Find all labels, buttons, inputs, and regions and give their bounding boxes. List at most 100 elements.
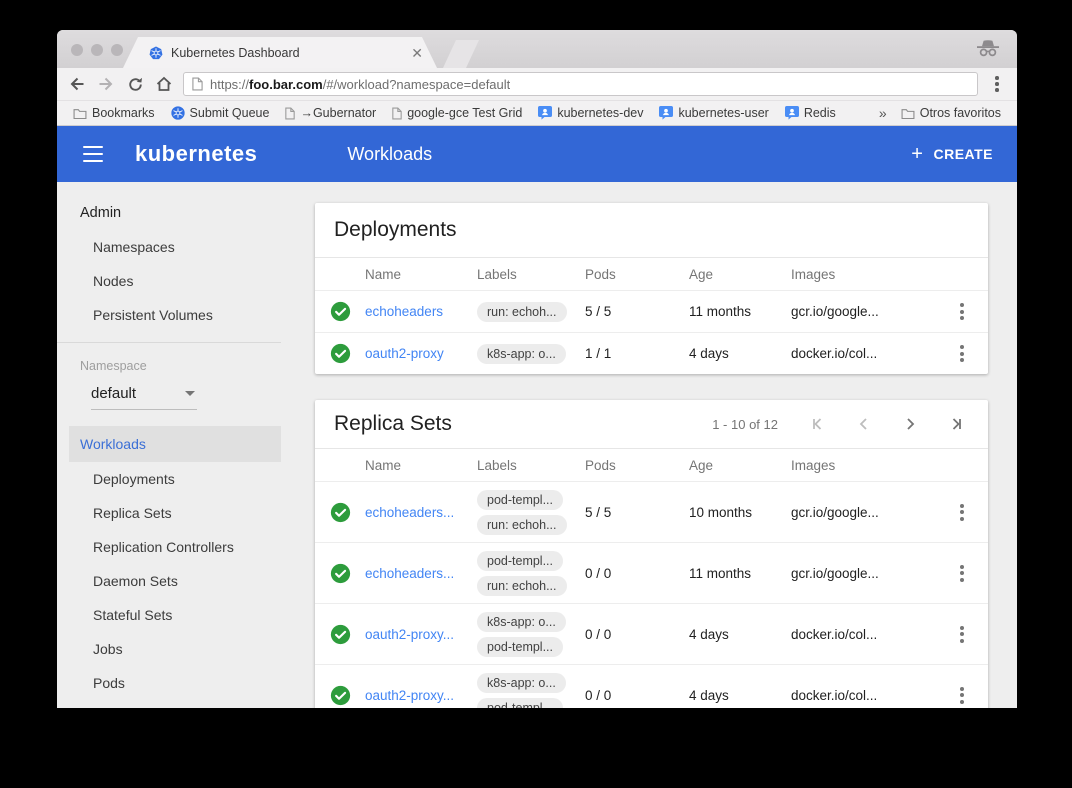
url-bar[interactable]: https://foo.bar.com/#/workload?namespace… — [183, 72, 978, 96]
col-images: Images — [791, 457, 836, 473]
row-menu-button[interactable] — [960, 303, 964, 320]
next-page-icon[interactable] — [890, 410, 930, 438]
groups-icon — [538, 106, 553, 120]
status-ok-icon — [315, 563, 365, 584]
pagination-range: 1 - 10 of 12 — [712, 416, 778, 432]
row-menu-button[interactable] — [960, 503, 964, 521]
namespace-select[interactable]: default — [91, 385, 197, 410]
last-page-icon[interactable] — [936, 410, 976, 438]
app-body: Admin Namespaces Nodes Persistent Volume… — [57, 182, 1017, 708]
hamburger-menu-icon[interactable] — [83, 146, 103, 162]
col-name: Name — [365, 457, 402, 473]
images-cell: docker.io/col... — [791, 687, 878, 703]
bookmark-kubernetes-dev[interactable]: kubernetes-dev — [530, 106, 651, 120]
status-ok-icon — [315, 502, 365, 523]
bookmark-submit-queue[interactable]: Submit Queue — [163, 106, 278, 120]
label-chip: run: echoh... — [477, 301, 567, 322]
sidebar-item-jobs[interactable]: Jobs — [57, 632, 290, 666]
resource-name-link[interactable]: oauth2-proxy... — [365, 626, 455, 642]
pods-cell: 0 / 0 — [585, 687, 612, 703]
browser-menu-button[interactable] — [987, 74, 1007, 94]
sidebar: Admin Namespaces Nodes Persistent Volume… — [57, 182, 290, 708]
browser-tab[interactable]: Kubernetes Dashboard ✕ — [123, 37, 437, 68]
resource-name-link[interactable]: echoheaders... — [365, 504, 455, 520]
row-menu-button[interactable] — [960, 686, 964, 704]
zoom-window-button[interactable] — [111, 44, 123, 56]
pods-cell: 0 / 0 — [585, 565, 612, 581]
reload-button[interactable] — [125, 74, 145, 94]
kubernetes-icon — [149, 46, 163, 60]
sidebar-item-nodes[interactable]: Nodes — [57, 264, 290, 298]
sidebar-item-daemon-sets[interactable]: Daemon Sets — [57, 564, 290, 598]
row-menu-button[interactable] — [960, 345, 964, 362]
kubernetes-dashboard-page: kubernetes Workloads + CREATE Admin Name… — [57, 126, 1017, 708]
bookmark-folder-otros-favoritos[interactable]: Otros favoritos — [893, 106, 1009, 120]
groups-icon — [659, 106, 674, 120]
status-ok-icon — [315, 624, 365, 645]
sidebar-item-replication-controllers[interactable]: Replication Controllers — [57, 530, 290, 564]
age-cell: 11 months — [689, 565, 752, 581]
new-tab-button[interactable] — [443, 40, 479, 68]
kubernetes-brand[interactable]: kubernetes — [135, 141, 258, 166]
resource-name-link[interactable]: oauth2-proxy — [365, 346, 444, 361]
col-age: Age — [689, 266, 714, 282]
sidebar-item-namespaces[interactable]: Namespaces — [57, 230, 290, 264]
table-header: Name Labels Pods Age Images — [315, 448, 988, 481]
row-menu-button[interactable] — [960, 625, 964, 643]
sidebar-item-replica-sets[interactable]: Replica Sets — [57, 496, 290, 530]
status-ok-icon — [315, 301, 365, 322]
sidebar-item-persistent-volumes[interactable]: Persistent Volumes — [57, 298, 290, 332]
browser-window: Kubernetes Dashboard ✕ — [57, 30, 1017, 708]
replica-sets-card: Replica Sets 1 - 10 of 12 — [315, 400, 988, 708]
app-header: kubernetes Workloads + CREATE — [57, 126, 1017, 182]
age-cell: 4 days — [689, 626, 729, 642]
page-icon — [392, 107, 402, 119]
bookmark-google-gce-test-grid[interactable]: google-gce Test Grid — [384, 106, 530, 120]
plus-icon: + — [911, 143, 924, 165]
images-cell: docker.io/col... — [791, 346, 878, 361]
sidebar-item-workloads[interactable]: Workloads — [69, 426, 281, 462]
page-title: Workloads — [347, 143, 433, 164]
traffic-lights — [71, 44, 123, 56]
table-row: echoheaders... pod-templ... run: echoh..… — [315, 542, 988, 603]
col-images: Images — [791, 266, 836, 282]
tab-close-icon[interactable]: ✕ — [407, 46, 427, 60]
bookmark-redis[interactable]: Redis — [777, 106, 844, 120]
browser-toolbar: https://foo.bar.com/#/workload?namespace… — [57, 68, 1017, 100]
resource-name-link[interactable]: oauth2-proxy... — [365, 687, 455, 703]
close-window-button[interactable] — [71, 44, 83, 56]
status-ok-icon — [315, 343, 365, 364]
create-button[interactable]: + CREATE — [911, 143, 993, 165]
forward-button[interactable] — [96, 74, 116, 94]
home-button[interactable] — [154, 74, 174, 94]
card-title: Replica Sets — [334, 412, 452, 435]
bookmark-folder-bookmarks[interactable]: Bookmarks — [65, 106, 163, 120]
label-chip: pod-templ... — [477, 489, 564, 510]
pods-cell: 0 / 0 — [585, 626, 612, 642]
bookmarks-bar: Bookmarks Submit Queue →Gubernator googl… — [57, 100, 1017, 126]
sidebar-item-deployments[interactable]: Deployments — [57, 462, 290, 496]
minimize-window-button[interactable] — [91, 44, 103, 56]
col-labels: Labels — [477, 457, 517, 473]
previous-page-icon[interactable] — [844, 410, 884, 438]
images-cell: docker.io/col... — [791, 626, 878, 642]
col-labels: Labels — [477, 266, 517, 282]
sidebar-item-pods[interactable]: Pods — [57, 666, 290, 700]
page-icon — [285, 107, 296, 119]
col-name: Name — [365, 266, 402, 282]
sidebar-item-stateful-sets[interactable]: Stateful Sets — [57, 598, 290, 632]
resource-name-link[interactable]: echoheaders... — [365, 565, 455, 581]
back-button[interactable] — [67, 74, 87, 94]
label-chip: run: echoh... — [477, 575, 567, 596]
sidebar-divider — [57, 342, 281, 343]
label-chip: run: echoh... — [477, 514, 567, 535]
row-menu-button[interactable] — [960, 564, 964, 582]
resource-name-link[interactable]: echoheaders — [365, 304, 444, 319]
sidebar-section-admin[interactable]: Admin — [80, 205, 122, 221]
folder-icon — [73, 108, 87, 119]
first-page-icon[interactable] — [798, 410, 838, 438]
bookmark-kubernetes-user[interactable]: kubernetes-user — [651, 106, 776, 120]
bookmarks-overflow-chevron[interactable]: » — [873, 105, 893, 121]
url-host: foo.bar.com — [249, 76, 323, 92]
bookmark-gubernator[interactable]: →Gubernator — [277, 106, 384, 120]
